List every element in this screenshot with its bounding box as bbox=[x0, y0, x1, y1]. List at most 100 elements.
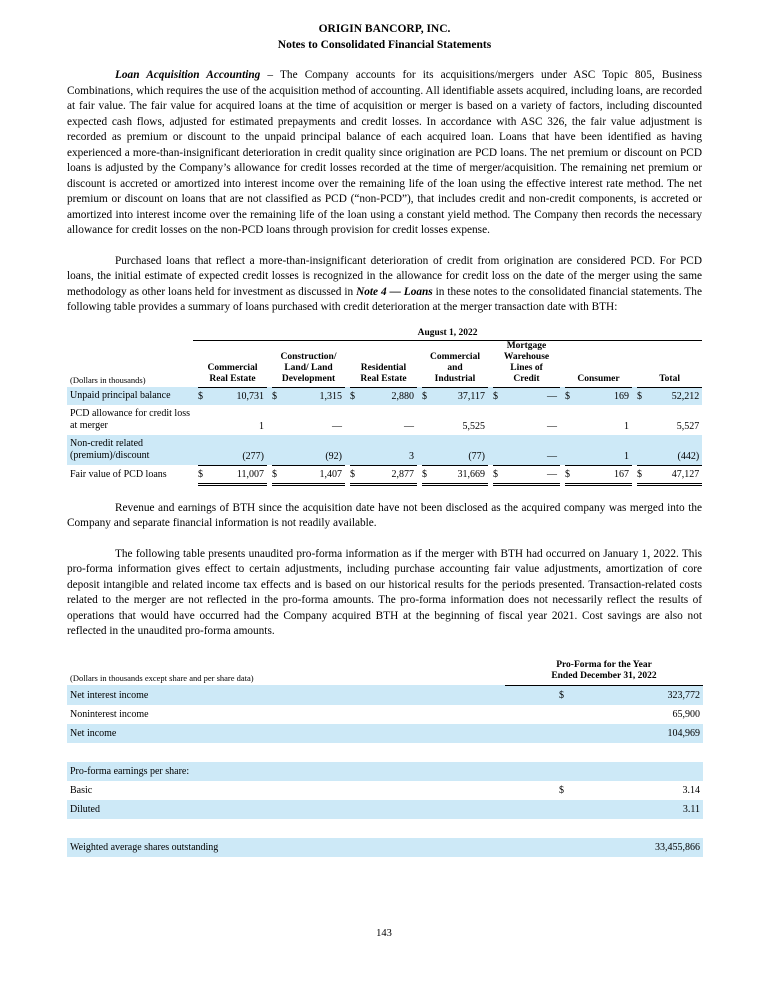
table-row-fair-value-pcd-loans: Fair value of PCD loans $11,007 $1,407 $… bbox=[67, 465, 703, 486]
cell-value: (92) bbox=[285, 435, 345, 466]
column-header-mortgage-warehouse: Mortgage Warehouse Lines of Credit bbox=[493, 340, 560, 388]
cell-currency: $ bbox=[272, 465, 285, 486]
column-header-residential-real-estate: Residential Real Estate bbox=[350, 340, 417, 388]
cell-value: — bbox=[547, 421, 557, 432]
table-row-proforma-eps-heading: Pro-forma earnings per share: bbox=[67, 761, 703, 781]
cell-currency: $ bbox=[565, 391, 570, 402]
table-row-basic-eps: Basic $ 3.14 bbox=[67, 781, 703, 800]
cell-value: 65,900 bbox=[672, 708, 701, 720]
cell-value: 3.14 bbox=[682, 784, 701, 796]
paragraph-loan-acquisition: Loan Acquisition Accounting – The Compan… bbox=[67, 68, 702, 239]
table-row-pcd-allowance: PCD allowance for credit loss at merger … bbox=[67, 405, 702, 435]
column-header-consumer: Consumer bbox=[565, 340, 632, 388]
column-header-commercial-and-industrial: Commercial and Industrial bbox=[422, 340, 488, 388]
table2-units-label: (Dollars in thousands except share and p… bbox=[70, 673, 254, 683]
cell-value: 10,731 bbox=[236, 391, 265, 402]
column-header-commercial-real-estate: Commercial Real Estate bbox=[198, 340, 267, 388]
cell-currency: $ bbox=[198, 391, 203, 402]
paragraph-text: in these notes to the consolidated finan… bbox=[67, 285, 702, 314]
paragraph-purchased-loans: Purchased loans that reflect a more-than… bbox=[67, 254, 702, 316]
column-header-proforma-year: Pro-Forma for the Year Ended December 31,… bbox=[505, 659, 703, 686]
cell-value: 1,407 bbox=[285, 465, 345, 486]
company-name: ORIGIN BANCORP, INC. bbox=[318, 23, 451, 35]
cell-value: 52,212 bbox=[671, 391, 700, 402]
cell-value: 47,127 bbox=[650, 465, 703, 486]
paragraph-proforma-intro: The following table presents unaudited p… bbox=[67, 547, 702, 638]
cell-value: 3.11 bbox=[682, 803, 700, 815]
cell-value: 1 bbox=[259, 421, 264, 432]
paragraph-text: – The Company accounts for its acquisiti… bbox=[67, 69, 702, 236]
cell-currency: $ bbox=[493, 465, 506, 486]
pcd-loans-table: August 1, 2022 (Dollars in thousands) Co… bbox=[67, 327, 703, 486]
cell-currency: $ bbox=[198, 465, 211, 486]
cell-currency: $ bbox=[350, 465, 363, 486]
table-row-weighted-average-shares: Weighted average shares outstanding 33,4… bbox=[67, 837, 703, 857]
paragraph-text: Purchased loans that reflect a more-than… bbox=[67, 254, 702, 298]
table-row-diluted-eps: Diluted 3.11 bbox=[67, 799, 703, 819]
row-label: Pro-forma earnings per share: bbox=[70, 765, 190, 777]
cell-value: 5,527 bbox=[676, 421, 700, 432]
cell-value: (77) bbox=[435, 435, 488, 466]
paragraph-revenue-earnings: Revenue and earnings of BTH since the ac… bbox=[67, 501, 702, 530]
cell-currency: $ bbox=[559, 689, 564, 701]
cell-value: 323,772 bbox=[667, 689, 701, 701]
cell-currency: $ bbox=[272, 391, 277, 402]
cell-value: 1 bbox=[624, 421, 629, 432]
cell-value: — bbox=[547, 391, 557, 402]
cell-value: 37,117 bbox=[457, 391, 485, 402]
row-label: Non-credit related (premium)/discount bbox=[70, 438, 150, 461]
row-label: Net income bbox=[70, 727, 117, 739]
row-label: Diluted bbox=[70, 803, 100, 815]
cell-value: 3 bbox=[363, 435, 417, 466]
cell-value: 2,880 bbox=[391, 391, 415, 402]
cell-value: — bbox=[506, 465, 560, 486]
table1-units-label: (Dollars in thousands) bbox=[70, 375, 146, 385]
proforma-table: (Dollars in thousands except share and p… bbox=[67, 659, 703, 857]
cell-currency: $ bbox=[637, 465, 650, 486]
column-header-construction-land-development: Construction/Land/ Land Development bbox=[272, 340, 345, 388]
cell-currency: $ bbox=[422, 465, 435, 486]
row-label: Basic bbox=[70, 784, 93, 796]
cell-value: 2,877 bbox=[363, 465, 417, 486]
cell-value: 11,007 bbox=[211, 465, 267, 486]
cell-value: 169 bbox=[614, 391, 629, 402]
cell-value: 31,669 bbox=[435, 465, 488, 486]
cell-currency: $ bbox=[350, 391, 355, 402]
cell-value: 33,455,866 bbox=[655, 841, 700, 853]
column-header-total: Total bbox=[637, 340, 703, 388]
cell-value: 167 bbox=[578, 465, 632, 486]
cell-currency: $ bbox=[565, 465, 578, 486]
row-label: PCD allowance for credit loss at merger bbox=[70, 408, 190, 431]
cell-value: — bbox=[404, 421, 414, 432]
table1-date-header: August 1, 2022 bbox=[193, 327, 703, 341]
table-row-net-income: Net income 104,969 bbox=[67, 723, 703, 743]
cell-value: (277) bbox=[211, 435, 267, 466]
cell-value: — bbox=[332, 421, 342, 432]
spacer-row bbox=[67, 819, 703, 838]
cell-value: (442) bbox=[650, 435, 703, 466]
row-label: Unpaid principal balance bbox=[70, 390, 171, 401]
table1-column-header-row: (Dollars in thousands) Commercial Real Es… bbox=[67, 340, 703, 388]
table-row-net-interest-income: Net interest income $ 323,772 bbox=[67, 685, 703, 705]
table-row-unpaid-principal-balance: Unpaid principal balance $10,731 $1,315 … bbox=[67, 387, 703, 405]
paragraph-lead-term: Loan Acquisition Accounting bbox=[115, 69, 261, 81]
cell-value: 1 bbox=[578, 435, 632, 466]
table-row-noninterest-income: Noninterest income 65,900 bbox=[67, 705, 703, 724]
cell-currency: $ bbox=[422, 391, 427, 402]
cell-currency: $ bbox=[559, 784, 564, 796]
table-row-non-credit-premium-discount: Non-credit related (premium)/discount (2… bbox=[67, 435, 703, 466]
table2-header-row: (Dollars in thousands except share and p… bbox=[67, 659, 703, 686]
cell-value: 1,315 bbox=[319, 391, 343, 402]
cell-currency: $ bbox=[637, 391, 642, 402]
note-4-loans-reference: Note 4 — Loans bbox=[356, 285, 433, 298]
cell-value: 104,969 bbox=[667, 727, 701, 739]
cell-value: — bbox=[506, 435, 560, 466]
row-label: Weighted average shares outstanding bbox=[70, 841, 219, 853]
row-label: Fair value of PCD loans bbox=[70, 469, 167, 480]
spacer-row bbox=[67, 743, 703, 762]
row-label: Net interest income bbox=[70, 689, 149, 701]
document-subtitle: Notes to Consolidated Financial Statemen… bbox=[277, 39, 492, 51]
row-label: Noninterest income bbox=[70, 708, 149, 720]
cell-currency: $ bbox=[493, 391, 498, 402]
